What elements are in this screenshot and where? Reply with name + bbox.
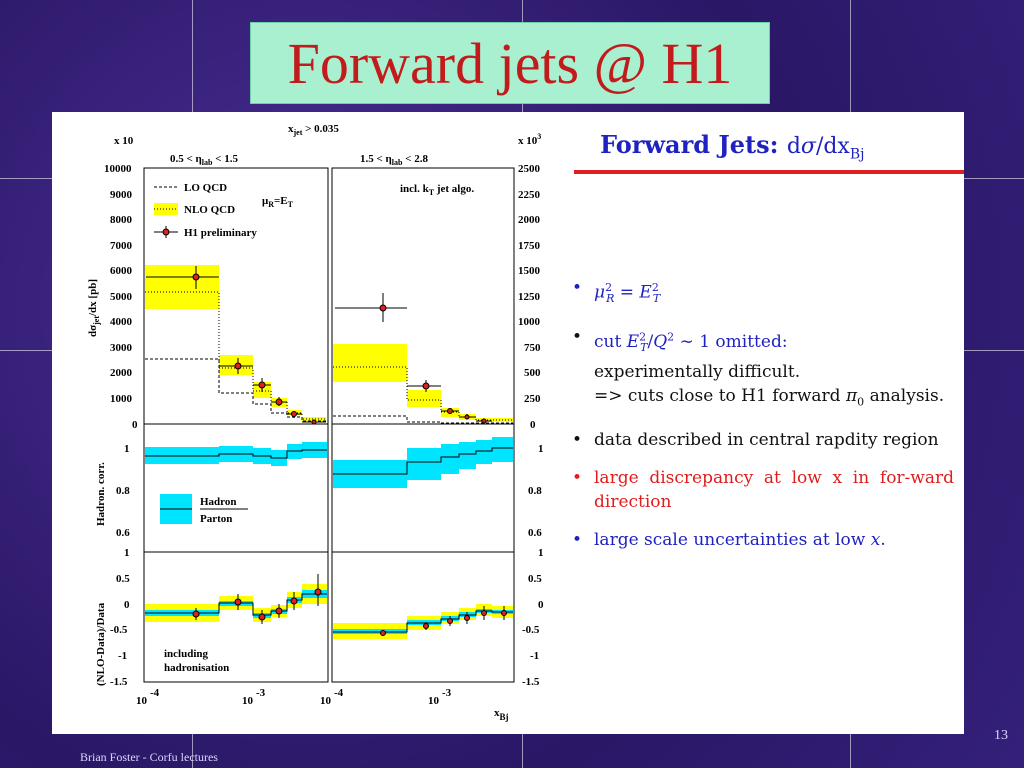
bullet-list: μ2R = E2T cut E2T/Q2 ∼ 1 omitted: experi… — [568, 276, 954, 566]
svg-text:-1: -1 — [118, 650, 127, 662]
svg-text:0: 0 — [124, 599, 130, 611]
bullet-central: data described in central rapdity region — [568, 428, 954, 452]
page-number: 13 — [994, 728, 1008, 743]
svg-text:1: 1 — [124, 443, 130, 455]
svg-text:0: 0 — [132, 419, 138, 431]
legend-mid: Hadron Parton — [160, 494, 248, 525]
svg-text:10: 10 — [428, 695, 440, 707]
svg-text:0: 0 — [530, 419, 536, 431]
svg-text:500: 500 — [524, 367, 541, 379]
svg-text:LO QCD: LO QCD — [184, 182, 227, 194]
svg-text:10: 10 — [320, 695, 332, 707]
svg-text:2000: 2000 — [518, 214, 541, 226]
svg-text:1250: 1250 — [518, 291, 541, 303]
bullet-uncertainties: large scale uncertainties at low x. — [568, 528, 954, 552]
yticks-bottom: 1 0.5 0 -0.5 -1 -1.5 1 0.5 0 -0.5 -1 -1.5 — [110, 547, 544, 688]
svg-text:1: 1 — [124, 547, 130, 559]
legend-top-left: LO QCD NLO QCD H1 preliminary μR=ET — [154, 182, 294, 239]
xticks: 10-4 10-3 10-4 10-3 — [136, 687, 452, 707]
hadronisation-note-line1: including — [164, 648, 209, 660]
svg-text:0.8: 0.8 — [528, 485, 542, 497]
data-points-top-right — [335, 293, 492, 424]
heading-formula: dσ/dxBj — [786, 134, 865, 163]
ylabel-cross-section: dσjet/dx [pb] — [87, 279, 101, 337]
svg-text:1: 1 — [538, 443, 544, 455]
svg-text:5000: 5000 — [110, 291, 133, 303]
svg-text:0.6: 0.6 — [116, 527, 130, 539]
svg-text:7000: 7000 — [110, 240, 133, 252]
svg-text:1000: 1000 — [110, 393, 133, 405]
svg-text:-1.5: -1.5 — [110, 676, 128, 688]
multiplier-right: x 103 — [518, 132, 541, 147]
svg-text:750: 750 — [524, 342, 541, 354]
panel-mid-left — [143, 423, 329, 553]
svg-text:2250: 2250 — [518, 189, 541, 201]
svg-text:Hadron: Hadron — [200, 496, 236, 508]
content-panel: xjet > 0.035 x 10 x 103 0.5 < ηlab < 1.5… — [52, 112, 964, 734]
svg-text:-3: -3 — [442, 687, 452, 699]
svg-text:-0.5: -0.5 — [110, 624, 128, 636]
svg-text:NLO QCD: NLO QCD — [184, 204, 235, 216]
panel-bot-right — [331, 551, 515, 683]
svg-text:0.5: 0.5 — [116, 573, 130, 585]
svg-text:9000: 9000 — [110, 189, 133, 201]
svg-text:H1 preliminary: H1 preliminary — [184, 227, 257, 239]
yticks-mid: 1 0.8 0.6 1 0.8 0.6 — [116, 443, 544, 539]
svg-text:0: 0 — [538, 599, 544, 611]
svg-text:-1.5: -1.5 — [522, 676, 540, 688]
svg-text:0.6: 0.6 — [528, 527, 542, 539]
data-points-top-left — [146, 266, 326, 425]
bullet-cut: cut E2T/Q2 ∼ 1 omitted: experimentally d… — [568, 325, 954, 414]
footer-text: Brian Foster - Corfu lectures — [80, 750, 218, 764]
svg-text:-0.5: -0.5 — [522, 624, 540, 636]
svg-text:10: 10 — [242, 695, 254, 707]
title-box: Forward jets @ H1 — [250, 22, 770, 104]
svg-text:-4: -4 — [150, 687, 160, 699]
svg-text:6000: 6000 — [110, 265, 133, 277]
svg-text:-1: -1 — [530, 650, 539, 662]
jet-algo-label: incl. kT jet algo. — [400, 183, 474, 197]
ylabel-ratio: (NLO-Data)/Data — [95, 602, 107, 686]
svg-text:Parton: Parton — [200, 513, 232, 525]
heading-label: Forward Jets: — [600, 130, 779, 159]
bullet-scale: μ2R = E2T — [568, 276, 954, 311]
xlabel-xbj: xBj — [494, 707, 509, 722]
svg-text:4000: 4000 — [110, 316, 133, 328]
data-points-bottom — [192, 574, 507, 636]
bullet-discrepancy: large discrepancy at low x in for-ward d… — [568, 466, 954, 514]
svg-text:-4: -4 — [334, 687, 344, 699]
svg-text:-3: -3 — [256, 687, 266, 699]
svg-text:8000: 8000 — [110, 214, 133, 226]
slide-title: Forward jets @ H1 — [287, 30, 733, 96]
multiplier-left: x 10 — [114, 135, 134, 147]
svg-text:0.8: 0.8 — [116, 485, 130, 497]
svg-text:3000: 3000 — [110, 342, 133, 354]
svg-text:1500: 1500 — [518, 265, 541, 277]
svg-text:2500: 2500 — [518, 163, 541, 175]
xjet-cut-label: xjet > 0.035 — [288, 123, 339, 137]
ylabel-hadron-corr: Hadron. corr. — [95, 462, 107, 526]
svg-text:1750: 1750 — [518, 240, 541, 252]
svg-text:0.5: 0.5 — [528, 573, 542, 585]
svg-text:10: 10 — [136, 695, 148, 707]
panel-bot-left — [143, 551, 329, 683]
svg-text:1: 1 — [538, 547, 544, 559]
heading-underline — [574, 170, 964, 174]
svg-text:250: 250 — [524, 393, 541, 405]
svg-text:μR=ET: μR=ET — [262, 195, 294, 209]
region-left-label: 0.5 < ηlab < 1.5 — [170, 153, 238, 167]
section-heading: Forward Jets: dσ/dxBj — [600, 130, 864, 162]
region-right-label: 1.5 < ηlab < 2.8 — [360, 153, 428, 167]
svg-text:2000: 2000 — [110, 367, 133, 379]
svg-text:10000: 10000 — [104, 163, 132, 175]
forward-jets-figure: xjet > 0.035 x 10 x 103 0.5 < ηlab < 1.5… — [87, 123, 544, 722]
svg-text:1000: 1000 — [518, 316, 541, 328]
hadronisation-note-line2: hadronisation — [164, 662, 229, 674]
